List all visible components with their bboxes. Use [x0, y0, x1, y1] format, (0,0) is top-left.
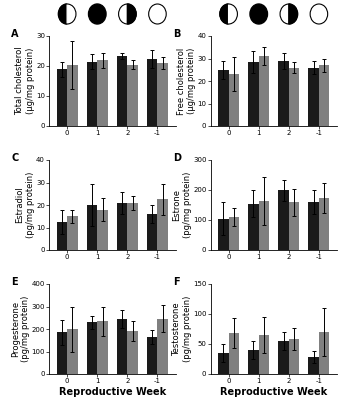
Bar — [127, 331, 138, 374]
Bar — [248, 350, 259, 374]
Bar — [87, 62, 97, 126]
Bar — [87, 322, 97, 374]
Text: B: B — [173, 29, 180, 39]
Bar — [309, 357, 319, 374]
Bar — [117, 319, 127, 374]
Bar — [218, 70, 229, 126]
Bar — [97, 321, 108, 374]
Bar — [229, 217, 239, 250]
Y-axis label: Estrone
(pg/mg protein): Estrone (pg/mg protein) — [172, 172, 192, 238]
Y-axis label: Progesterone
(pg/mg protein): Progesterone (pg/mg protein) — [11, 296, 30, 362]
Text: F: F — [173, 277, 179, 287]
Bar — [147, 58, 158, 126]
Bar — [259, 335, 269, 374]
Bar — [218, 353, 229, 374]
Bar — [278, 190, 289, 250]
Bar — [319, 332, 330, 374]
Bar — [158, 63, 168, 126]
Bar — [248, 62, 259, 126]
Y-axis label: Total cholesterol
(μg/mg protein): Total cholesterol (μg/mg protein) — [15, 47, 35, 115]
Bar — [278, 341, 289, 374]
Bar — [117, 203, 127, 250]
Bar — [309, 202, 319, 250]
Bar — [259, 56, 269, 126]
Bar — [127, 64, 138, 126]
Bar — [248, 204, 259, 250]
Bar — [117, 56, 127, 126]
X-axis label: Reproductive Week: Reproductive Week — [220, 387, 327, 397]
Bar — [57, 69, 67, 126]
Y-axis label: Testosterone
(pg/mg protein): Testosterone (pg/mg protein) — [172, 296, 192, 362]
Bar — [67, 216, 78, 250]
Bar — [229, 74, 239, 126]
Bar — [158, 319, 168, 374]
Bar — [218, 218, 229, 250]
Bar — [289, 68, 299, 126]
Bar — [319, 65, 330, 126]
X-axis label: Reproductive Week: Reproductive Week — [59, 387, 166, 397]
Bar — [158, 199, 168, 250]
Bar — [289, 339, 299, 374]
Bar — [67, 64, 78, 126]
Bar — [229, 333, 239, 374]
Bar — [147, 337, 158, 374]
Bar — [278, 61, 289, 126]
Text: C: C — [11, 153, 19, 163]
Bar — [57, 332, 67, 374]
Bar — [309, 68, 319, 126]
Bar — [97, 210, 108, 250]
Bar — [67, 329, 78, 374]
Text: A: A — [11, 29, 19, 39]
Bar — [57, 222, 67, 250]
Bar — [97, 60, 108, 126]
Bar — [259, 200, 269, 250]
Y-axis label: Free cholesterol
(μg/mg protein): Free cholesterol (μg/mg protein) — [177, 47, 196, 115]
Bar — [147, 214, 158, 250]
Bar — [319, 198, 330, 250]
Text: E: E — [11, 277, 18, 287]
Text: D: D — [173, 153, 181, 163]
Bar — [87, 205, 97, 250]
Y-axis label: Estradiol
(pg/mg protein): Estradiol (pg/mg protein) — [15, 172, 35, 238]
Bar — [289, 202, 299, 250]
Bar — [127, 203, 138, 250]
